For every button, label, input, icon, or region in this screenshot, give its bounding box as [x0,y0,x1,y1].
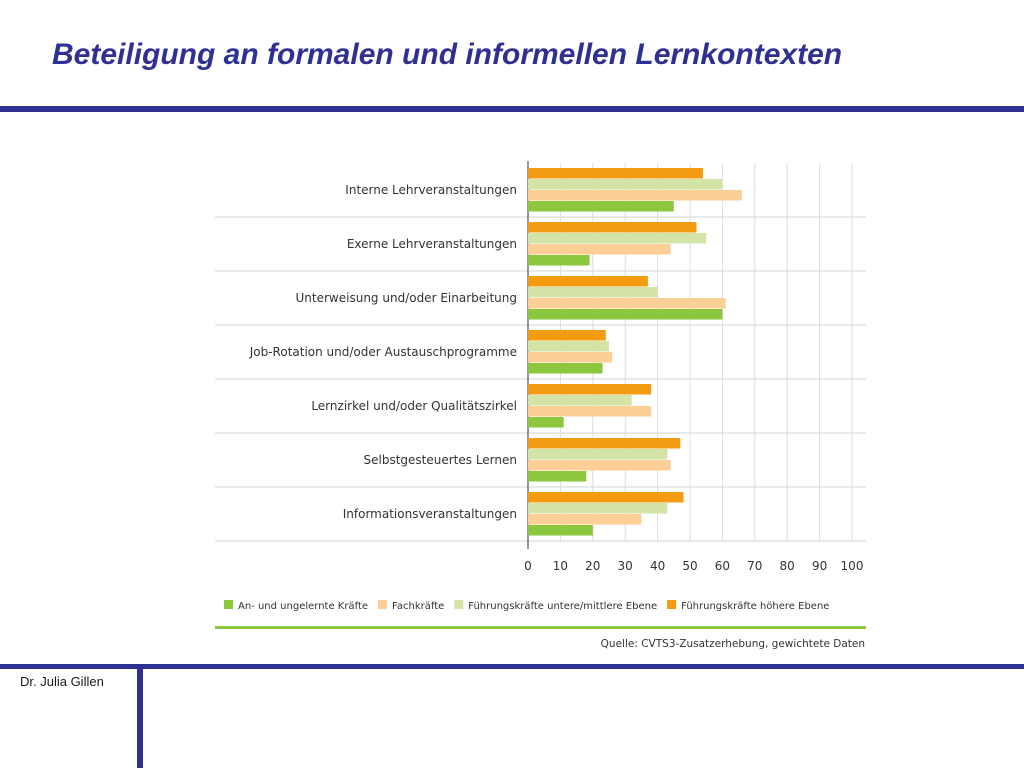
category-label: Selbstgesteuertes Lernen [364,453,518,467]
source-divider [215,626,866,629]
legend-label: Führungskräfte höhere Ebene [681,601,829,612]
footer-divider [0,664,1024,669]
bar [528,309,723,320]
legend-swatch [224,600,233,609]
legend-swatch [378,600,388,609]
author-name: Dr. Julia Gillen [20,674,104,689]
bar [528,449,668,460]
x-tick-label: 30 [618,559,633,573]
bar [528,525,593,536]
x-tick-label: 20 [585,559,600,573]
bar [528,417,564,428]
category-label: Interne Lehrveranstaltungen [345,183,517,197]
bar [528,363,603,374]
source-note: Quelle: CVTS3-Zusatzerhebung, gewichtete… [601,638,865,650]
bar [528,276,648,287]
category-labels: Interne Lehrveranstaltungen Exerne Lehrve… [249,183,517,521]
category-label: Unterweisung und/oder Einarbeitung [296,291,517,305]
bar [528,471,587,482]
category-label: Exerne Lehrveranstaltungen [347,237,517,251]
x-tick-label: 40 [650,559,665,573]
bar [528,201,674,212]
bar [528,341,609,352]
bar [528,190,742,201]
grid-lines [215,161,866,549]
legend-swatch [667,600,677,609]
bars [528,168,742,536]
bar [528,168,703,179]
bar [528,438,681,449]
x-tick-label: 60 [715,559,730,573]
x-tick-label: 90 [812,559,827,573]
x-axis-ticks: 0 10 20 30 40 50 60 70 80 90 100 [524,559,863,573]
x-tick-label: 100 [841,559,864,573]
bar [528,244,671,255]
bar [528,514,642,525]
category-label: Job-Rotation und/oder Austauschprogramme [249,345,517,359]
bar [528,384,652,395]
bar [528,298,726,309]
x-tick-label: 80 [780,559,795,573]
bar [528,352,613,363]
slide-title: Beteiligung an formalen und informellen … [52,38,843,71]
footer-vertical-bar [137,664,143,768]
x-tick-label: 70 [747,559,762,573]
legend-label: Fachkräfte [392,601,444,612]
legend-label: Führungskräfte untere/mittlere Ebene [468,601,657,612]
category-label: Lernzirkel und/oder Qualitätszirkel [311,399,517,413]
x-tick-label: 0 [524,559,532,573]
bar [528,395,632,406]
bar [528,255,590,266]
bar [528,233,707,244]
bar [528,406,652,417]
x-tick-label: 50 [682,559,697,573]
legend-label: An- und ungelernte Kräfte [238,601,368,612]
bar [528,287,658,298]
bar [528,460,671,471]
bar [528,503,668,514]
legend-swatch [454,600,464,609]
bar [528,179,723,190]
legend: An- und ungelernte Kräfte Fachkräfte Führu… [215,600,866,629]
bar [528,222,697,233]
bar [528,492,684,503]
category-label: Informationsveranstaltungen [343,507,517,521]
x-tick-label: 10 [553,559,568,573]
title-divider [0,106,1024,112]
bar [528,330,606,341]
